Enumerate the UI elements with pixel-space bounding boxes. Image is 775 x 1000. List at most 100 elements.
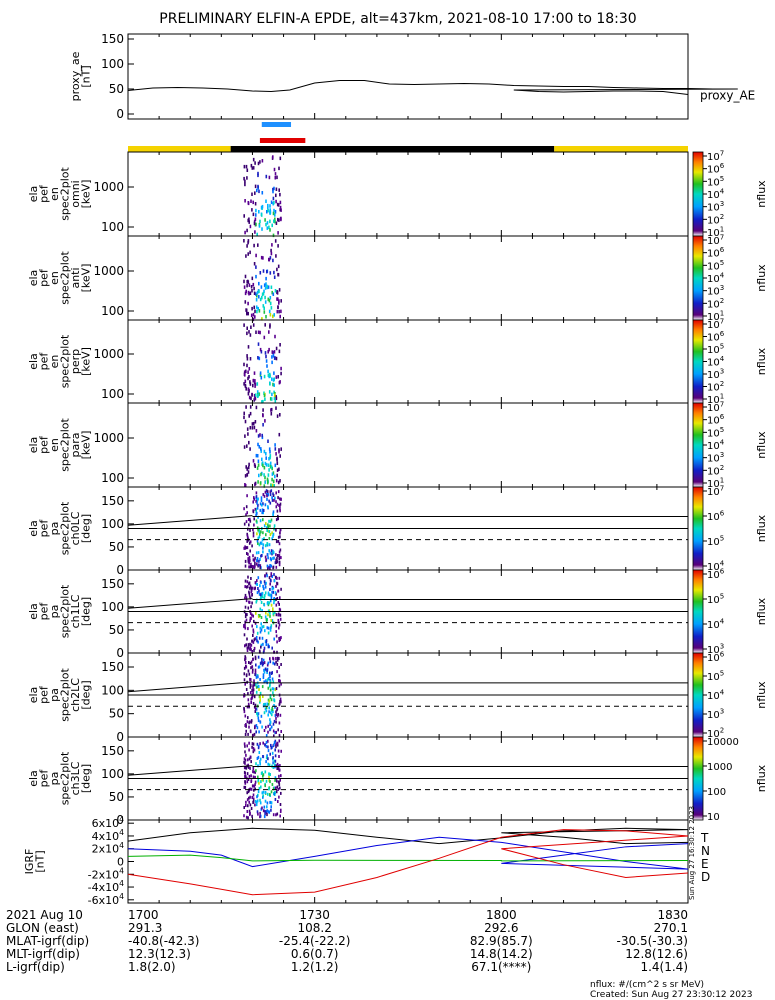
heatmap-cell: [262, 509, 265, 512]
heatmap-cell: [270, 708, 273, 712]
heatmap-cell: [255, 675, 258, 679]
heatmap-cell: [277, 714, 279, 718]
heatmap-cell: [261, 595, 264, 599]
heatmap-cell: [268, 225, 270, 230]
footer-value: 0.6(0.7): [291, 947, 339, 961]
heatmap-cell: [269, 614, 271, 618]
heatmap-cell: [258, 295, 260, 299]
heatmap-cell: [244, 744, 246, 748]
heatmap-cell: [278, 432, 281, 437]
heatmap-cell: [270, 465, 273, 469]
heatmap-cell: [265, 522, 267, 526]
heatmap-cell: [271, 350, 274, 354]
heatmap-cell: [276, 650, 278, 654]
heatmap-cell: [276, 812, 279, 816]
heatmap-cell: [255, 600, 258, 604]
heatmap-cell: [271, 552, 273, 556]
heatmap-cell: [266, 226, 269, 230]
loss-cone-line: [127, 515, 253, 526]
heatmap-cell: [243, 445, 246, 449]
heatmap-cell: [262, 423, 264, 427]
colorbar-tick-label: 104: [707, 618, 725, 632]
heatmap-cell: [247, 240, 249, 245]
heatmap-cell: [272, 187, 274, 192]
heatmap-cell: [265, 639, 268, 643]
heatmap-cell: [258, 543, 261, 547]
heatmap-cell: [265, 611, 267, 615]
heatmap-cell: [247, 465, 250, 470]
heatmap-cell: [252, 657, 254, 661]
heatmap-cell: [279, 613, 282, 617]
heatmap-cell: [262, 695, 264, 698]
heatmap-cell: [243, 633, 246, 637]
heatmap-cell: [275, 730, 277, 734]
heatmap-cell: [280, 447, 282, 451]
heatmap-cell: [261, 435, 264, 440]
heatmap-cell: [280, 366, 282, 371]
heatmap-cell: [253, 380, 256, 385]
heatmap-cell: [275, 710, 277, 714]
heatmap-cell: [250, 605, 252, 609]
heatmap-cell: [255, 265, 257, 269]
heatmap-cell: [269, 323, 271, 327]
heatmap-cell: [253, 770, 255, 774]
heatmap-cell: [269, 780, 271, 784]
heatmap-cell: [269, 493, 272, 497]
heatmap-cell: [249, 517, 251, 521]
heatmap-cell: [259, 565, 261, 569]
heatmap-cell: [261, 554, 263, 557]
heatmap-cell: [245, 729, 247, 733]
heatmap-cell: [252, 750, 255, 754]
heatmap-cell: [278, 288, 281, 292]
heatmap-cell: [269, 454, 272, 458]
heatmap-cell: [264, 594, 266, 598]
heatmap-cell: [277, 217, 279, 222]
heatmap-cell: [261, 457, 263, 462]
heatmap-cell: [259, 558, 261, 561]
heatmap-cell: [244, 733, 247, 736]
igrf-legend-D: D: [701, 870, 710, 884]
heatmap-cell: [280, 730, 282, 733]
axis-label-line: anti: [69, 267, 82, 288]
heatmap-cell: [269, 557, 272, 561]
heatmap-cell: [258, 289, 260, 294]
heatmap-cell: [272, 292, 275, 296]
heatmap-cell: [278, 450, 280, 454]
heatmap-cell: [265, 533, 267, 537]
heatmap-cell: [272, 787, 275, 791]
heatmap-cell: [275, 491, 277, 495]
bar-yellow: [554, 146, 688, 152]
heatmap-cell: [253, 788, 255, 792]
heatmap-cell: [254, 184, 257, 189]
axis-label-line: pef: [37, 685, 50, 704]
axis-label-line: pef: [37, 184, 50, 203]
heatmap-cell: [273, 704, 275, 707]
heatmap-cell: [280, 587, 282, 591]
heatmap-cell: [269, 564, 271, 567]
heatmap-cell: [254, 230, 256, 234]
heatmap-cell: [259, 508, 262, 512]
heatmap-cell: [271, 751, 274, 755]
heatmap-cell: [272, 155, 274, 159]
heatmap-cell: [257, 551, 260, 555]
y-tick-label: 1000: [93, 431, 124, 445]
heatmap-cell: [270, 624, 273, 628]
heatmap-cell: [251, 208, 253, 212]
heatmap-cell: [280, 774, 282, 778]
heatmap-cell: [275, 624, 278, 628]
heatmap-cell: [268, 499, 270, 503]
heatmap-cell: [251, 593, 253, 597]
heatmap-cell: [254, 621, 257, 625]
heatmap-cell: [272, 729, 275, 733]
heatmap-cell: [257, 790, 260, 794]
colorbar-tick-label: 103: [707, 708, 724, 722]
heatmap-cell: [255, 707, 258, 711]
heatmap-cell: [269, 397, 272, 401]
heatmap-cell: [272, 612, 275, 616]
heatmap-cell: [252, 317, 255, 322]
heatmap-cell: [261, 778, 264, 782]
heatmap-cell: [274, 463, 277, 468]
heatmap-cell: [269, 490, 272, 494]
